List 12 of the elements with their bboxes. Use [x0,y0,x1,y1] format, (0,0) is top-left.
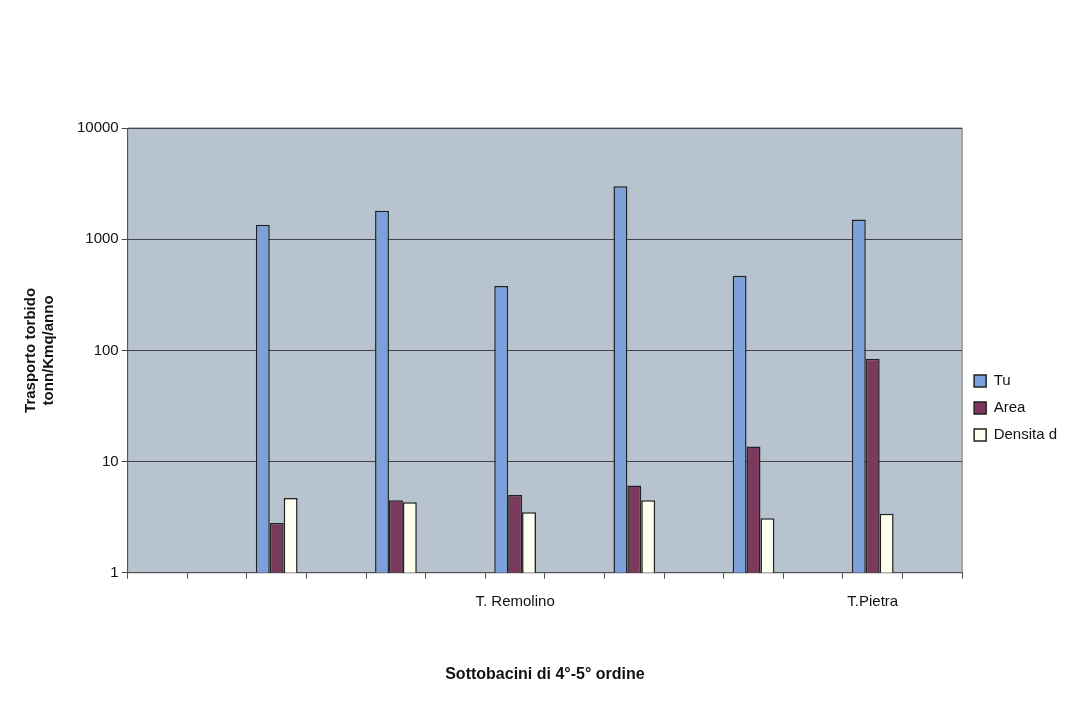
y-tick-label: 10 [102,451,119,469]
y-tick-label: 10000 [76,118,119,136]
y-tick-label: 100 [93,340,119,358]
x-tick-label: T.Pietra [847,591,899,609]
y-tick-label: 1000 [85,229,119,247]
legend-label: Area [993,398,1026,416]
x-tick-label: T. Remolino [475,591,555,609]
y-tick-label: 1 [110,562,119,580]
y-axis-title: Trasporto torbido tonn/Kmq/anno [21,287,57,413]
x-axis-title: Sottobacini di 4°-5° ordine [445,664,645,682]
legend-label: Densita d [993,425,1058,443]
legend-label: Tu [993,371,1011,389]
